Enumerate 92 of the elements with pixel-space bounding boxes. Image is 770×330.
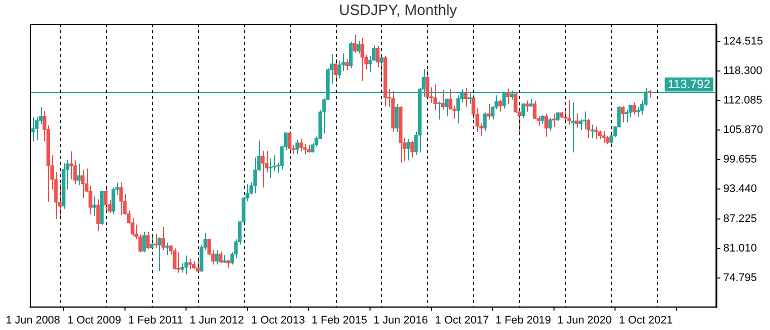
candlestick: [394, 103, 399, 132]
candlestick: [624, 109, 628, 123]
candlestick: [119, 182, 123, 216]
x-tick-label: 1 Oct 2013: [251, 314, 305, 326]
candlestick: [582, 110, 586, 130]
x-tick-label: 1 Jun 2016: [373, 314, 428, 326]
candlestick: [575, 112, 579, 128]
candlestick: [376, 45, 380, 68]
y-tick-label: 87.225: [723, 212, 757, 225]
candlestick: [406, 138, 410, 161]
candlestick: [456, 94, 460, 124]
candlestick: [299, 138, 303, 152]
candlestick: [380, 54, 384, 83]
candlestick: [349, 41, 353, 69]
x-tick-label: 1 Jun 2020: [557, 314, 612, 326]
candlestick: [590, 124, 594, 139]
candlestick: [356, 40, 360, 54]
candlestick: [31, 116, 35, 142]
candlestick: [360, 37, 364, 82]
candlestick: [338, 60, 342, 79]
candlestick: [506, 88, 510, 104]
candlestick: [464, 88, 468, 108]
y-tick-label: 112.085: [723, 94, 762, 107]
candlestick: [161, 226, 166, 251]
candlestick: [104, 187, 108, 212]
candlestick: [268, 158, 272, 178]
candlestick: [483, 112, 487, 132]
candlestick: [548, 117, 552, 132]
y-tick-label: 81.010: [723, 242, 757, 254]
candlestick: [253, 157, 257, 194]
x-tick-label: 1 Feb 2011: [128, 314, 183, 326]
candlestick: [150, 234, 154, 250]
y-tick-label: 118.300: [723, 65, 762, 78]
x-tick-label: 1 Jun 2012: [190, 314, 244, 326]
candlestick: [260, 150, 265, 188]
candlestick: [410, 140, 414, 158]
candlestick: [96, 198, 100, 232]
candlestick: [544, 113, 548, 138]
x-tick-label: 1 Oct 2009: [67, 314, 122, 326]
candlestick: [92, 196, 96, 217]
candlestick: [620, 106, 625, 123]
y-tick-label: 105.870: [723, 124, 764, 136]
candlestick: [214, 250, 219, 265]
candlestick: [498, 100, 502, 112]
ref-line-label: 113.792: [668, 76, 711, 91]
candlestick: [34, 116, 39, 140]
candlestick: [426, 69, 430, 100]
candlestick: [437, 100, 441, 120]
candlestick: [165, 242, 169, 256]
candlestick: [602, 130, 606, 144]
candlestick: [218, 251, 222, 264]
x-tick-label: 1 Oct 2017: [435, 314, 489, 326]
candlestick: [352, 34, 357, 54]
candlestick: [525, 100, 529, 112]
y-tick-label: 93.440: [723, 183, 757, 196]
candlestick: [154, 234, 158, 249]
y-tick-label: 74.795: [723, 272, 757, 284]
candlestick: [146, 231, 150, 250]
candlestick: [69, 150, 74, 180]
x-tick-label: 1 Oct 2021: [618, 314, 673, 326]
candlestick: [176, 252, 180, 274]
candlestick: [334, 58, 338, 83]
chart-title: USDJPY, Monthly: [338, 2, 458, 20]
candlestick: [288, 132, 292, 155]
y-tick-label: 124.515: [723, 36, 764, 48]
candlestick: [586, 118, 590, 139]
candlestick: [172, 248, 176, 270]
candlestick: [440, 89, 445, 110]
candlestick: [295, 139, 300, 155]
candlestick: [632, 102, 636, 116]
candlestick: [552, 113, 556, 128]
candlestick: [180, 262, 184, 274]
candlestick: [567, 100, 572, 126]
candlestick: [112, 187, 116, 215]
candlestick: [578, 119, 582, 130]
x-tick-label: 1 Jun 2008: [6, 314, 60, 326]
candlestick: [142, 232, 146, 253]
candlestick: [521, 102, 526, 119]
candlestick: [158, 236, 162, 272]
candlestick: [444, 98, 448, 117]
candlestick: [532, 100, 537, 120]
candlestick: [486, 103, 491, 120]
candlestick: [571, 102, 575, 153]
y-tick-label: 99.655: [723, 154, 757, 166]
candlestick: [433, 84, 437, 111]
candlestick: [636, 106, 640, 118]
candlestick: [345, 58, 349, 71]
x-tick-label: 1 Feb 2019: [495, 314, 552, 326]
candlestick: [80, 169, 85, 198]
candlestick: [594, 126, 598, 140]
x-tick-label: 1 Feb 2015: [312, 314, 368, 326]
candlestick: [188, 258, 192, 270]
